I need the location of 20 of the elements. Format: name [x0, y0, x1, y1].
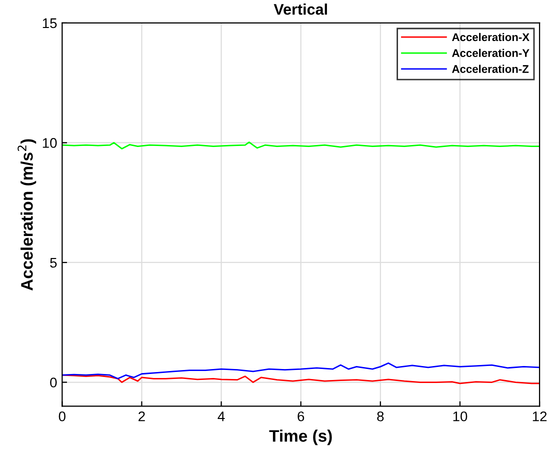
y-tick-label: 10	[42, 138, 57, 148]
y-tick-label: 15	[42, 18, 57, 28]
chart-title: Vertical	[274, 4, 327, 15]
x-tick-label: 2	[138, 411, 145, 422]
x-tick-label: 0	[58, 411, 66, 422]
x-tick-label: 8	[377, 411, 384, 422]
y-axis-title: Acceleration (m/s$^{2}$)	[18, 139, 36, 290]
y-tick-label: 0	[50, 378, 57, 388]
x-axis-title: Time (s)	[269, 430, 332, 446]
y-tick-label: 5	[50, 258, 57, 268]
x-tick-label: 10	[453, 411, 468, 422]
x-tick-label: 6	[298, 411, 304, 422]
line-series	[62, 142, 540, 150]
x-tick-label: 4	[218, 412, 225, 422]
legend-label: Acceleration-Y	[452, 48, 530, 58]
legend-label: Acceleration-X	[452, 32, 530, 42]
legend-label: Acceleration-Z	[452, 64, 529, 73]
line-series	[62, 374, 540, 384]
x-tick-label: 12	[532, 411, 547, 422]
line-series	[62, 362, 540, 380]
